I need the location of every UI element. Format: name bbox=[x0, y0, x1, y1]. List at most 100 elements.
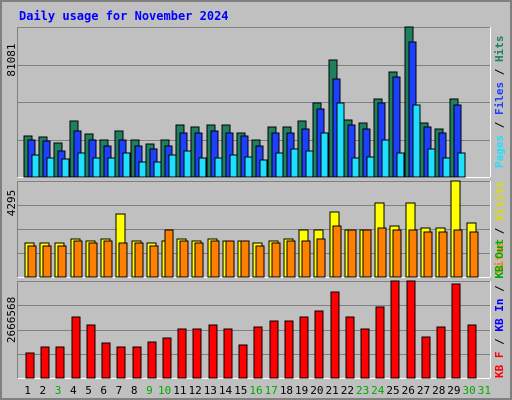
bar-kb-f-day-15 bbox=[238, 344, 248, 379]
bar-kb-f-day-5 bbox=[86, 324, 96, 379]
bar-sites-day-2 bbox=[42, 245, 52, 278]
bar-sites-day-9 bbox=[149, 245, 159, 278]
x-tick-label-day-10: 10 bbox=[158, 384, 171, 397]
bar-pages-day-28 bbox=[442, 157, 451, 178]
legend-part: Files bbox=[493, 82, 506, 115]
bar-kb-f-day-26 bbox=[406, 280, 416, 379]
x-tick-label-day-7: 7 bbox=[116, 384, 123, 397]
x-tick-label-day-21: 21 bbox=[326, 384, 339, 397]
panel-1-max-label: 81081 bbox=[5, 43, 18, 76]
x-tick-label-day-12: 12 bbox=[188, 384, 201, 397]
x-tick-label-day-18: 18 bbox=[280, 384, 293, 397]
bar-sites-day-12 bbox=[194, 242, 204, 278]
bar-kb-f-day-9 bbox=[147, 341, 157, 379]
legend-part: KB Out bbox=[493, 239, 506, 279]
bar-sites-day-10 bbox=[164, 229, 174, 278]
bar-sites-day-23 bbox=[362, 229, 372, 278]
bar-kb-f-day-7 bbox=[116, 346, 126, 379]
bar-pages-day-22 bbox=[351, 157, 360, 178]
panel-3-max-label: 2666568 bbox=[5, 297, 18, 343]
bar-pages-day-24 bbox=[381, 139, 390, 178]
x-tick-label-day-19: 19 bbox=[295, 384, 308, 397]
x-tick-label-day-1: 1 bbox=[24, 384, 31, 397]
bar-sites-day-27 bbox=[423, 231, 433, 278]
x-tick-label-day-14: 14 bbox=[219, 384, 233, 397]
bar-kb-f-day-23 bbox=[360, 328, 370, 379]
bar-sites-day-4 bbox=[73, 240, 83, 278]
bar-kb-f-day-19 bbox=[299, 316, 309, 379]
x-tick-label-day-22: 22 bbox=[341, 384, 354, 397]
bar-kb-f-day-3 bbox=[55, 346, 65, 379]
bar-pages-day-10 bbox=[168, 154, 177, 178]
bar-sites-day-29 bbox=[453, 229, 463, 278]
x-tick-label-day-29: 29 bbox=[447, 384, 460, 397]
x-tick-label-day-8: 8 bbox=[131, 384, 138, 397]
x-tick-label-day-31: 31 bbox=[478, 384, 491, 397]
legend-part: Sites bbox=[493, 241, 506, 274]
bar-sites-day-5 bbox=[88, 242, 98, 278]
bar-sites-day-21 bbox=[332, 225, 342, 278]
bar-kb-f-day-1 bbox=[25, 352, 35, 379]
bar-sites-day-18 bbox=[286, 240, 296, 278]
bar-kb-f-day-17 bbox=[269, 320, 279, 379]
legend-part: KB F bbox=[493, 352, 506, 379]
x-tick-label-day-9: 9 bbox=[146, 384, 153, 397]
bar-pages-day-3 bbox=[61, 158, 70, 178]
x-tick-label-day-27: 27 bbox=[417, 384, 430, 397]
bar-pages-day-23 bbox=[366, 156, 375, 178]
bar-kb-f-day-10 bbox=[162, 337, 172, 379]
x-tick-label-day-20: 20 bbox=[310, 384, 323, 397]
bar-pages-day-7 bbox=[122, 152, 131, 178]
legend-part: Pages bbox=[493, 135, 506, 168]
x-tick-label-day-30: 30 bbox=[463, 384, 476, 397]
bar-pages-day-12 bbox=[198, 157, 207, 178]
bar-kb-f-day-16 bbox=[253, 326, 263, 379]
panel-2-max-label: 4295 bbox=[5, 190, 18, 217]
x-tick-label-day-24: 24 bbox=[371, 384, 385, 397]
bar-sites-day-30 bbox=[469, 231, 479, 278]
bar-pages-day-5 bbox=[92, 157, 101, 178]
bar-sites-day-1 bbox=[27, 245, 37, 278]
bar-sites-day-16 bbox=[255, 245, 265, 278]
bar-pages-day-9 bbox=[153, 161, 162, 178]
bar-sites-day-19 bbox=[301, 240, 311, 278]
bar-kb-f-day-12 bbox=[192, 328, 202, 379]
bar-pages-day-1 bbox=[31, 154, 40, 178]
bar-sites-day-28 bbox=[438, 231, 448, 278]
bar-pages-day-8 bbox=[138, 161, 147, 178]
bar-kb-f-day-2 bbox=[40, 346, 50, 379]
x-tick-label-day-13: 13 bbox=[204, 384, 217, 397]
bar-sites-day-8 bbox=[134, 242, 144, 278]
bar-kb-f-day-22 bbox=[345, 316, 355, 379]
bar-kb-f-day-28 bbox=[436, 326, 446, 379]
x-tick-label-day-28: 28 bbox=[432, 384, 445, 397]
panel-1-legend-label: Pages / Files / Hits bbox=[493, 36, 506, 169]
bar-pages-day-16 bbox=[259, 159, 268, 178]
x-tick-label-day-4: 4 bbox=[70, 384, 77, 397]
bar-pages-day-25 bbox=[396, 152, 405, 178]
bar-sites-day-6 bbox=[103, 240, 113, 278]
bar-pages-day-2 bbox=[46, 157, 55, 178]
legend-part: / bbox=[493, 62, 506, 82]
bar-pages-day-26 bbox=[412, 104, 421, 178]
legend-part: / bbox=[493, 279, 506, 299]
bar-pages-day-27 bbox=[427, 148, 436, 178]
bar-pages-day-21 bbox=[336, 102, 345, 178]
bar-pages-day-6 bbox=[107, 157, 116, 178]
bar-sites-day-7 bbox=[118, 242, 128, 278]
bar-kb-f-day-24 bbox=[375, 306, 385, 379]
x-tick-label-day-26: 26 bbox=[402, 384, 415, 397]
panel-2-legend-label: Sites / Visits bbox=[493, 181, 506, 274]
bar-sites-day-20 bbox=[316, 238, 326, 278]
x-tick-label-day-2: 2 bbox=[40, 384, 47, 397]
panel-3-legend-label: KB F / KB In / KB Out bbox=[493, 239, 506, 378]
bar-kb-f-day-13 bbox=[208, 324, 218, 379]
x-tick-label-day-6: 6 bbox=[100, 384, 107, 397]
bar-sites-day-26 bbox=[408, 229, 418, 278]
bar-kb-f-day-18 bbox=[284, 320, 294, 379]
bar-sites-day-25 bbox=[392, 229, 402, 278]
chart-title: Daily usage for November 2024 bbox=[19, 9, 229, 23]
bar-kb-f-day-30 bbox=[467, 324, 477, 379]
bar-pages-day-13 bbox=[214, 157, 223, 178]
bar-sites-day-24 bbox=[377, 227, 387, 278]
